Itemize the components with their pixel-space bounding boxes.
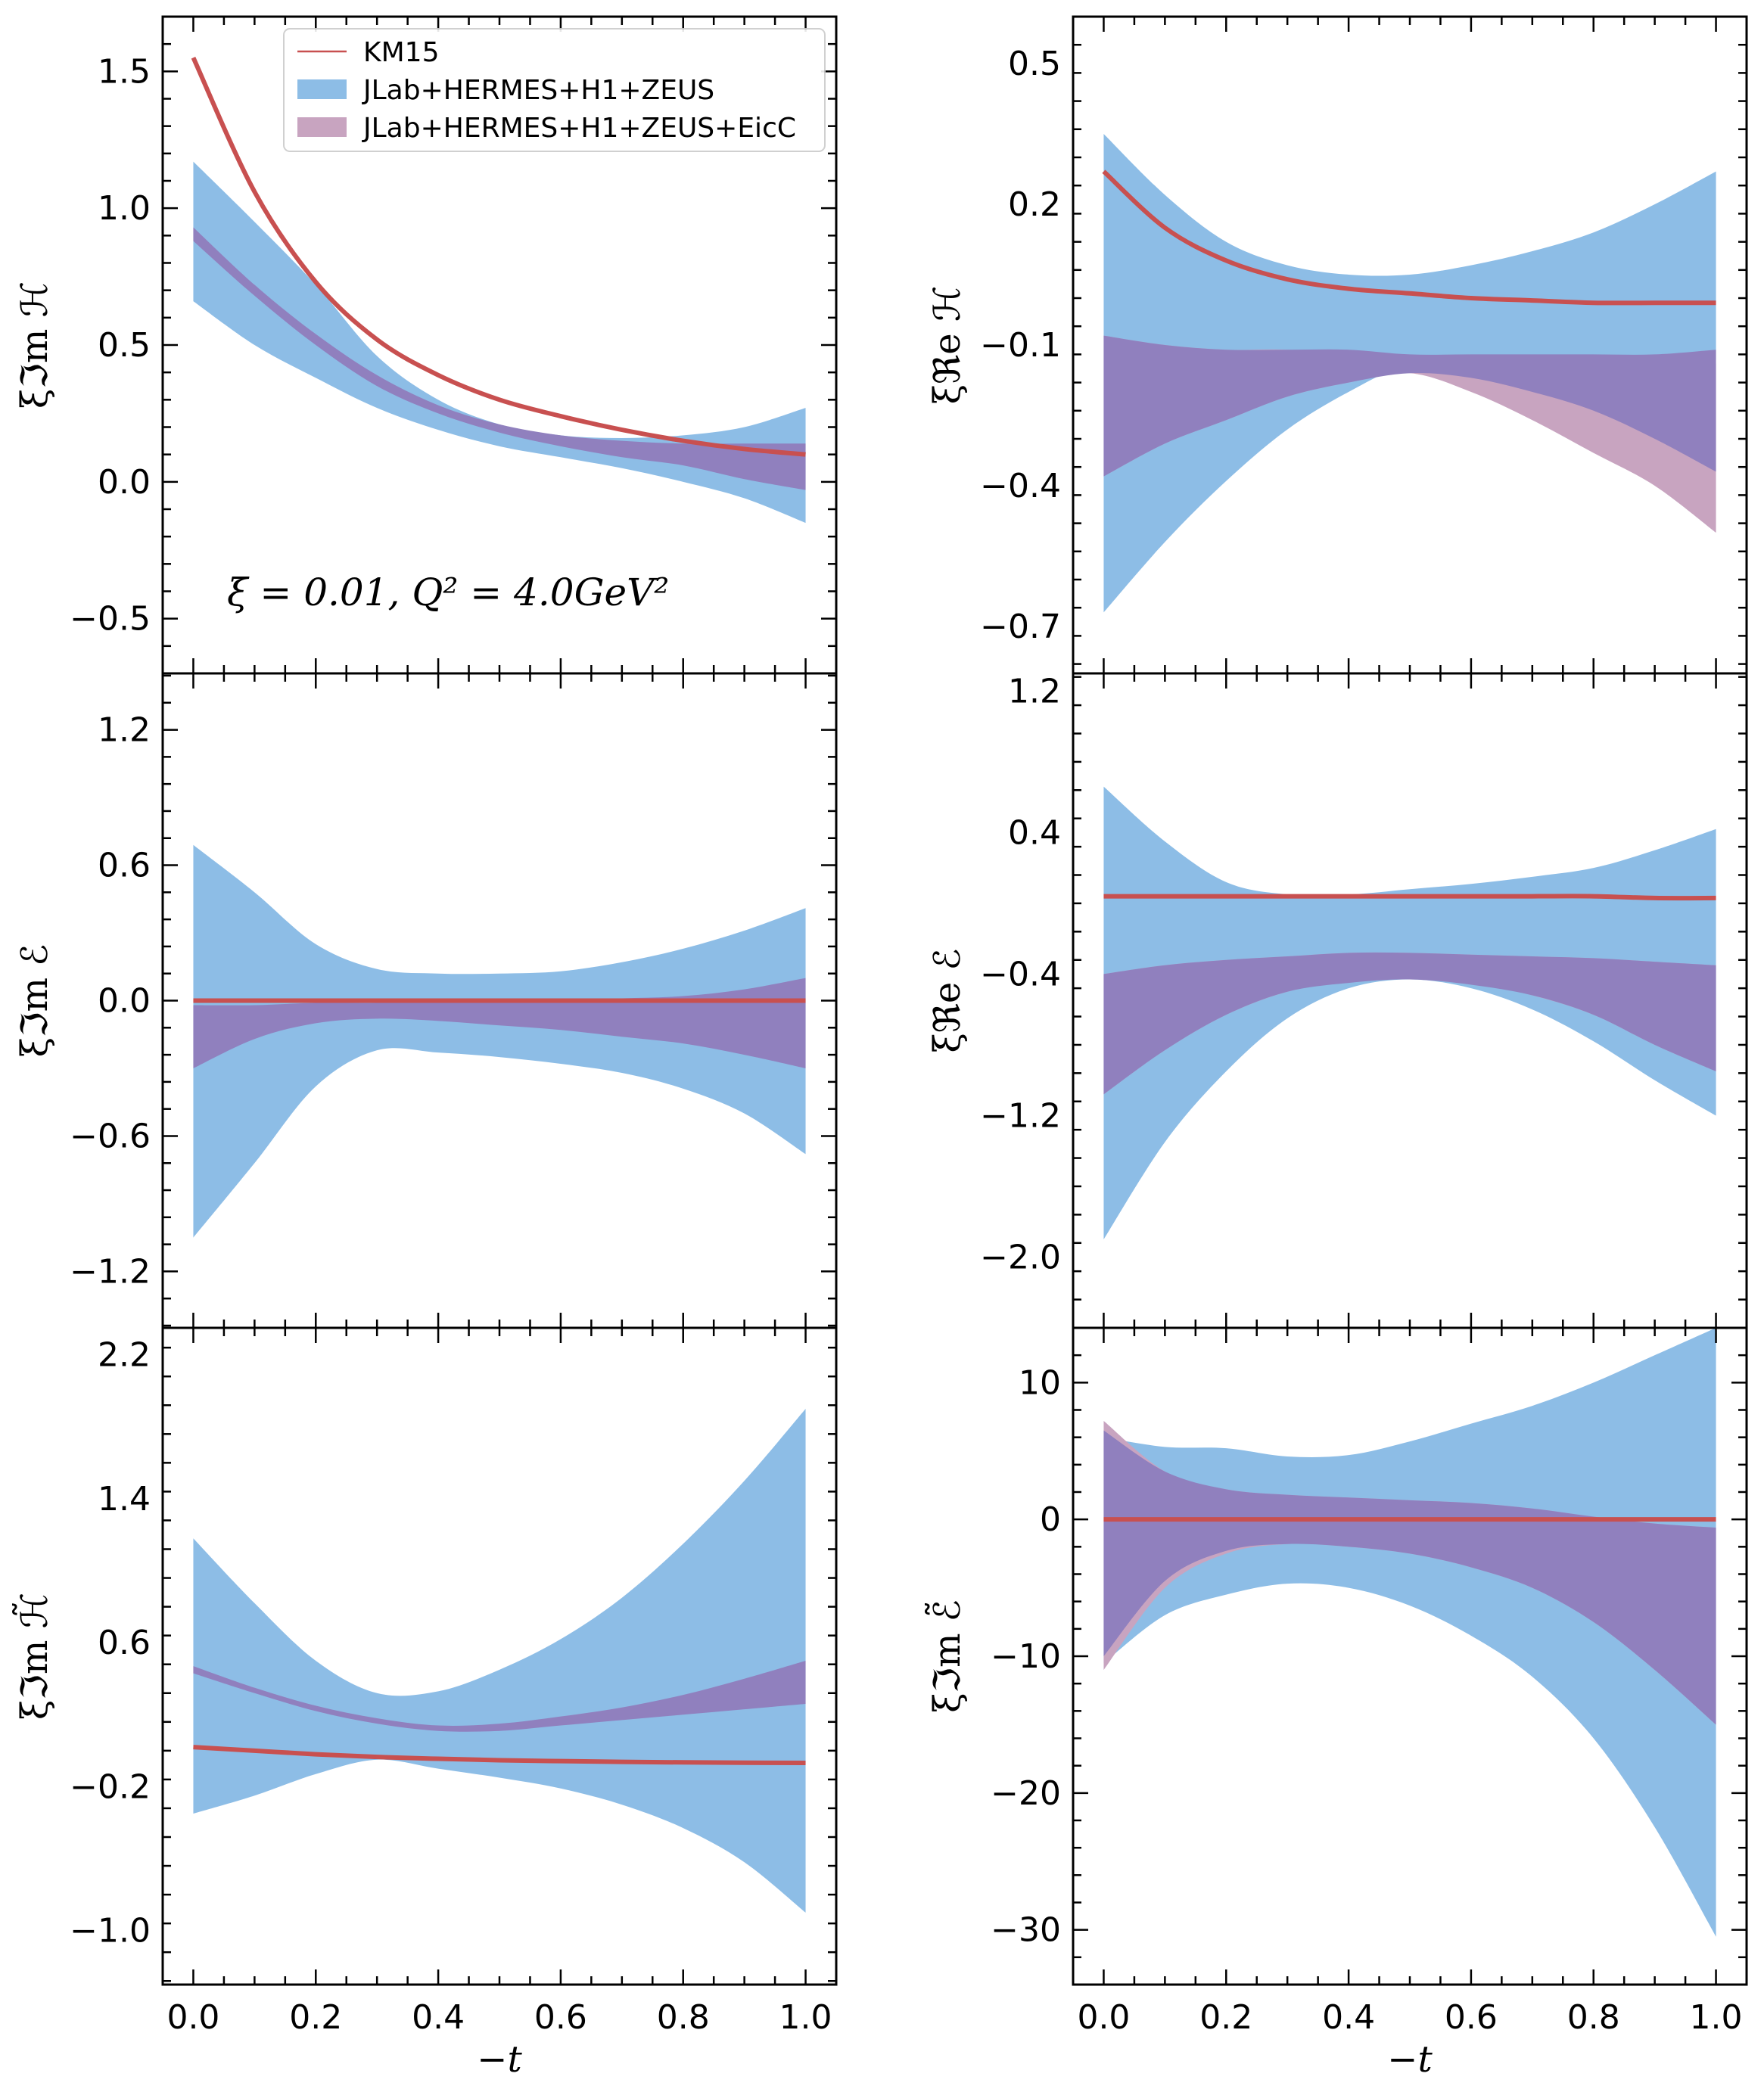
y-axis-label: ξℜe ℰ [926,948,969,1052]
band-band-base [1103,134,1716,613]
y-tick-label: −2.0 [980,1238,1061,1276]
x-tick-label: 1.0 [779,1998,832,2037]
ticks [1072,673,1748,1329]
x-tick-label: 0.0 [166,1998,219,2037]
y-tick-label: −1.2 [70,1252,151,1291]
x-tick-label: 1.0 [1690,1998,1743,2037]
band-band-eic [193,227,806,490]
x-tick-label: 0.2 [289,1998,342,2037]
y-tick-label: 10 [1019,1363,1061,1402]
ticks [161,1328,838,1985]
x-tick-label: 0.8 [1567,1998,1620,2037]
y-tick-label: 0 [1040,1500,1061,1539]
y-tick-label: 0.5 [98,326,151,365]
y-axis-label: ξℜe ℋ [926,286,969,405]
band-band-base [193,1409,806,1913]
ticks [161,15,838,673]
panel-im-et: −30 −20 −10 0 10 0.0 0.2 0.4 0.6 0.8 1.0 ξℑm ℰ̃ [925,1326,1748,2037]
plot-area [193,844,806,1238]
plot-area [1103,786,1716,1240]
x-tick-label: 0.4 [1322,1998,1375,2037]
y-tick-label: −0.2 [70,1767,151,1806]
y-tick-label: 2.2 [98,1336,151,1375]
y-tick-label: 1.5 [98,52,151,91]
y-tick-label: 0.0 [98,463,151,502]
x-tick-label: 0.0 [1077,1998,1130,2037]
legend-label: JLab+HERMES+H1+ZEUS+EicC [362,113,796,144]
y-tick-label: 1.2 [98,711,151,750]
legend-label: KM15 [363,37,439,68]
y-axis-label: ξℑm ℋ [14,281,56,409]
y-tick-label: −0.6 [70,1117,151,1155]
y-tick-label: 0.4 [1008,813,1061,852]
x-tick-label: 0.4 [412,1998,465,2037]
y-tick-label: 0.5 [1008,45,1061,83]
plot-area [193,1409,806,1913]
y-tick-label: 0.2 [1008,185,1061,224]
y-tick-label: −1.2 [980,1096,1061,1135]
y-tick-label: −0.4 [980,955,1061,993]
ticks [1072,1326,1748,1986]
legend: KM15 JLab+HERMES+H1+ZEUS JLab+HERMES+H1+ZE… [283,28,826,152]
legend-frame [283,28,826,152]
x-axis-label-left: −t [477,2038,522,2081]
band-band-eic [193,1660,806,1732]
panel-im-ht: −1.0 −0.2 0.6 1.4 2.2 0.0 0.2 0.4 0.6 0.8 1.0 ξℑm ℋ… [12,1326,838,2037]
km15-line [193,1745,806,1766]
band-band-base [193,844,806,1238]
y-tick-label: 0.6 [98,1624,151,1662]
band-band-base [1103,1328,1716,1937]
band-band-eic [1103,335,1716,477]
panel-re-e: −2.0 −1.2 −0.4 0.4 1.2 ξℜe ℰ [926,672,1748,1329]
y-tick-label: 1.4 [98,1480,151,1519]
band-band-base [1103,786,1716,1240]
y-tick-label: −0.5 [70,600,151,639]
y-tick-label: −0.1 [980,326,1061,365]
x-tick-label: 0.6 [534,1998,587,2037]
band-band-eic [1103,952,1716,1095]
annotation-text: ξ = 0.01, Q² = 4.0GeV² [227,570,669,614]
ticks [161,673,838,1328]
plot-area [1103,1328,1716,1937]
km15-line [1102,169,1716,306]
km15-line [1103,894,1716,901]
y-tick-label: −20 [991,1774,1061,1813]
legend-label: JLab+HERMES+H1+ZEUS [362,75,714,106]
y-axis-label: ξℑm ℰ [14,944,56,1058]
band-band-eic [1103,1430,1716,1725]
y-tick-label: 0.6 [98,847,151,885]
y-tick-label: −1.0 [70,1912,151,1951]
panel-im-e: −1.2 −0.6 0.0 0.6 1.2 ξℑm ℰ [14,672,838,1329]
y-tick-label: −0.7 [980,608,1061,646]
plot-area [191,57,806,524]
x-tick-label: 0.8 [657,1998,710,2037]
km15-line [191,57,806,457]
y-tick-label: −30 [991,1911,1061,1950]
x-tick-label: 0.6 [1445,1998,1498,2037]
legend-swatch-patch [297,117,347,137]
plot-area [1102,134,1716,613]
y-tick-label: 1.0 [98,189,151,228]
y-axis-label: ξℑm ℰ̃ [925,1599,969,1713]
y-axis-label: ξℑm ℋ̃ [12,1593,56,1720]
y-tick-label: 0.0 [98,982,151,1021]
panel-re-h: −0.7 −0.4 −0.1 0.2 0.5 ξℜe ℋ [926,15,1748,675]
x-axis-label-right: −t [1387,2038,1433,2081]
legend-swatch-patch [297,79,347,99]
panel-im-h: −0.5 0.0 0.5 1.0 1.5 ξℑm ℋ [14,15,838,675]
y-tick-label: −10 [991,1637,1061,1676]
y-tick-label: −0.4 [980,467,1061,505]
x-tick-label: 0.2 [1199,1998,1252,2037]
ticks [1072,15,1748,673]
y-tick-label: 1.2 [1008,672,1061,710]
